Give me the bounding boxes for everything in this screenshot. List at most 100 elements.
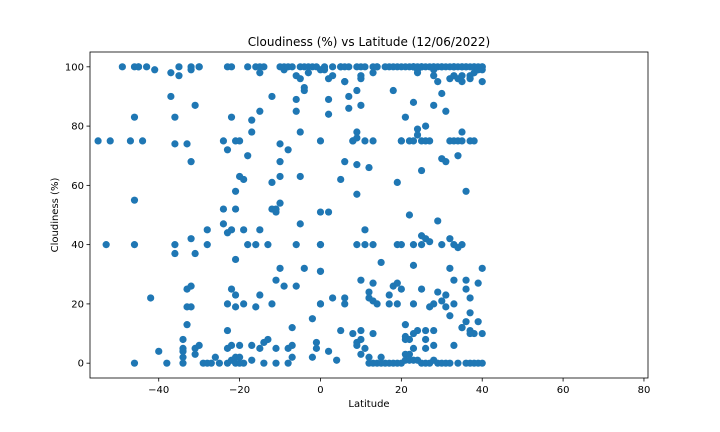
- data-point: [231, 291, 240, 299]
- data-point: [130, 241, 139, 249]
- x-axis-label: Latitude: [348, 399, 389, 410]
- data-point: [458, 72, 466, 80]
- data-point: [248, 128, 256, 136]
- data-point: [296, 75, 304, 83]
- data-point: [304, 69, 312, 77]
- data-point: [316, 300, 325, 308]
- data-point: [450, 300, 458, 308]
- data-point: [268, 178, 276, 186]
- data-point: [434, 288, 442, 296]
- data-point: [236, 137, 244, 145]
- data-point: [308, 315, 316, 323]
- data-point: [474, 279, 482, 287]
- data-point: [401, 321, 409, 329]
- data-point: [470, 329, 478, 338]
- data-point: [292, 95, 300, 104]
- data-point: [361, 63, 369, 71]
- data-point: [256, 291, 264, 299]
- data-point: [256, 344, 264, 352]
- data-point: [264, 241, 272, 249]
- x-tick-label: 60: [557, 385, 570, 396]
- data-point: [474, 318, 482, 326]
- data-point: [138, 137, 147, 145]
- data-point: [446, 235, 454, 243]
- data-point: [227, 285, 236, 293]
- data-point: [211, 353, 219, 361]
- data-point: [413, 125, 422, 133]
- data-point: [130, 196, 139, 204]
- data-point: [244, 152, 252, 160]
- data-point: [329, 72, 337, 80]
- data-point: [373, 300, 381, 308]
- data-point: [422, 335, 430, 344]
- data-point: [357, 350, 365, 358]
- data-point: [349, 329, 357, 338]
- data-point: [179, 359, 187, 367]
- data-point: [369, 279, 377, 287]
- data-point: [227, 113, 236, 121]
- data-point: [215, 359, 223, 367]
- data-point: [405, 350, 414, 358]
- data-point: [155, 347, 163, 355]
- data-point: [240, 175, 248, 184]
- data-point: [393, 178, 401, 186]
- data-point: [434, 78, 442, 86]
- data-point: [236, 353, 244, 361]
- data-point: [341, 300, 349, 308]
- data-point: [187, 158, 195, 166]
- data-point: [175, 72, 183, 80]
- data-point: [272, 205, 280, 213]
- data-point: [240, 226, 248, 234]
- y-tick-label: 40: [71, 240, 84, 251]
- data-point: [252, 303, 260, 311]
- data-point: [163, 359, 171, 367]
- x-tick-label: 40: [476, 385, 489, 396]
- data-point: [361, 137, 369, 145]
- data-point: [385, 300, 393, 308]
- data-point: [401, 113, 409, 121]
- data-point: [272, 276, 280, 284]
- data-point: [377, 258, 385, 267]
- data-point: [458, 241, 466, 249]
- data-point: [268, 300, 276, 308]
- data-point: [409, 137, 418, 145]
- data-point: [409, 300, 418, 308]
- data-point: [478, 66, 486, 74]
- data-point: [312, 338, 321, 347]
- y-axis: 0 20 40 60 80 100: [65, 62, 90, 370]
- data-point: [231, 255, 240, 264]
- data-point: [292, 282, 300, 290]
- data-point: [252, 241, 260, 249]
- data-point: [422, 326, 430, 335]
- data-point: [353, 190, 361, 198]
- data-point: [244, 63, 252, 71]
- data-point: [227, 341, 236, 349]
- data-point: [426, 238, 434, 246]
- data-point: [236, 341, 244, 349]
- data-point: [446, 264, 454, 272]
- data-point: [324, 110, 333, 118]
- data-point: [219, 137, 228, 145]
- data-point: [430, 326, 438, 335]
- data-point: [316, 137, 325, 145]
- data-point: [288, 341, 296, 349]
- data-point: [171, 241, 179, 249]
- data-point: [373, 63, 381, 71]
- data-point: [361, 241, 369, 249]
- data-point: [454, 152, 462, 160]
- data-point: [397, 285, 405, 293]
- data-point: [231, 187, 240, 195]
- data-point: [413, 326, 422, 335]
- data-point: [462, 285, 470, 293]
- data-point: [296, 220, 304, 228]
- data-point: [333, 356, 341, 364]
- data-point: [219, 220, 228, 228]
- data-point: [223, 146, 232, 154]
- data-point: [231, 303, 240, 311]
- data-point: [438, 89, 446, 98]
- data-point: [377, 353, 385, 361]
- x-tick-label: −20: [229, 385, 250, 396]
- data-point: [458, 324, 466, 332]
- data-point: [417, 241, 426, 249]
